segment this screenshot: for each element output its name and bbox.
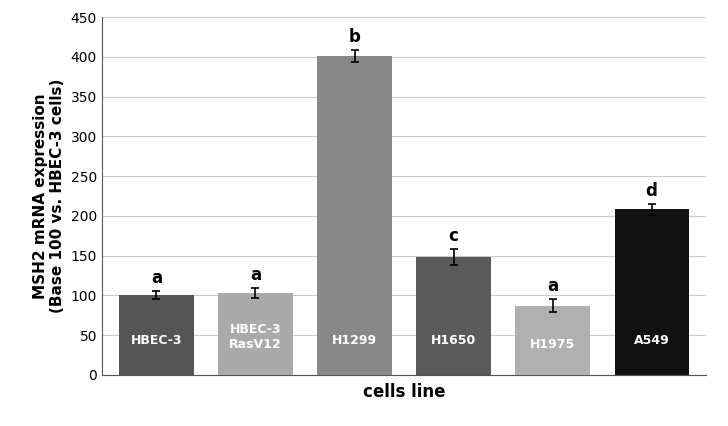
Bar <box>515 306 590 375</box>
Text: HBEC-3
RasV12: HBEC-3 RasV12 <box>229 323 282 351</box>
Text: c: c <box>448 227 459 245</box>
Text: H1650: H1650 <box>431 334 476 347</box>
Text: H1299: H1299 <box>332 334 377 347</box>
Text: a: a <box>250 266 261 284</box>
Bar <box>614 210 689 375</box>
Y-axis label: MSH2 mRNA expression
(Base 100 vs. HBEC-3 cells): MSH2 mRNA expression (Base 100 vs. HBEC-… <box>33 79 65 313</box>
Bar <box>317 56 392 375</box>
Bar <box>416 257 491 375</box>
Text: b: b <box>349 28 360 46</box>
Text: a: a <box>151 269 162 288</box>
Text: a: a <box>547 277 558 295</box>
Text: H1975: H1975 <box>530 338 575 351</box>
Text: d: d <box>646 182 657 200</box>
Text: HBEC-3: HBEC-3 <box>130 334 182 347</box>
Text: A549: A549 <box>634 334 670 347</box>
X-axis label: cells line: cells line <box>363 383 446 401</box>
Bar <box>218 293 293 375</box>
Bar <box>119 295 194 375</box>
